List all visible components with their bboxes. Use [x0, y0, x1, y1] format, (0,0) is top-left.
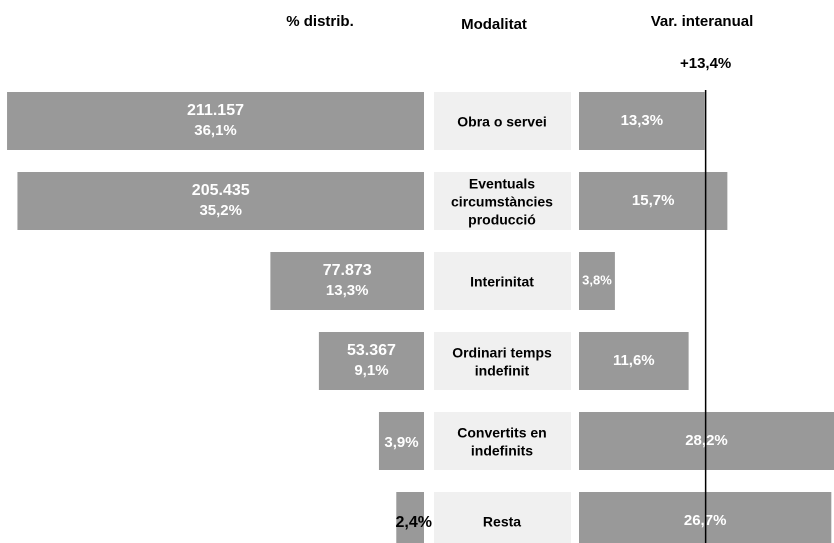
category-label: indefinits: [471, 443, 533, 459]
category-label: Obra o servei: [457, 114, 547, 130]
variation-bar: [579, 332, 689, 390]
category-label: Convertits en: [457, 425, 546, 441]
count-label: 77.873: [323, 262, 372, 279]
right-title: Var. interanual: [651, 13, 754, 30]
category-box: [434, 172, 571, 230]
reference-label: +13,4%: [680, 55, 731, 72]
variation-label: 15,7%: [632, 192, 675, 209]
variation-label: 28,2%: [685, 432, 728, 449]
category-box: [434, 332, 571, 390]
share-label: 3,9%: [384, 434, 418, 451]
share-bar: [270, 252, 424, 310]
category-label: circumstàncies: [451, 194, 553, 210]
share-bar: [318, 332, 424, 390]
category-box: [434, 412, 571, 470]
variation-bar: [579, 252, 615, 310]
count-label: 211.157: [187, 102, 244, 119]
category-box: [434, 252, 571, 310]
category-label: producció: [468, 212, 536, 228]
share-bar: [378, 412, 424, 470]
category-label: Eventuals: [469, 176, 535, 192]
share-bar: [17, 172, 424, 230]
left-title: % distrib.: [286, 13, 354, 30]
share-label: 13,3%: [326, 282, 369, 299]
share-bar: [396, 492, 424, 543]
center-title: Modalitat: [461, 16, 527, 33]
variation-bar: [579, 172, 728, 230]
count-label: 53.367: [347, 342, 396, 359]
category-label: indefinit: [475, 363, 530, 379]
category-box: [434, 92, 571, 150]
variation-label: 3,8%: [582, 272, 612, 287]
share-label: 36,1%: [194, 122, 237, 139]
variation-label: 11,6%: [613, 352, 655, 369]
category-label: Ordinari temps: [452, 345, 552, 361]
category-label: Interinitat: [470, 274, 534, 290]
share-label: 2,4%: [396, 514, 432, 531]
variation-bar: [579, 412, 834, 470]
count-label: 205.435: [192, 182, 250, 199]
share-label: 35,2%: [199, 202, 242, 219]
share-label: 9,1%: [354, 362, 388, 379]
category-box: [434, 492, 571, 543]
share-bar: [7, 92, 424, 150]
variation-label: 13,3%: [621, 112, 664, 129]
category-label: Resta: [483, 514, 521, 530]
variation-bar: [579, 92, 705, 150]
